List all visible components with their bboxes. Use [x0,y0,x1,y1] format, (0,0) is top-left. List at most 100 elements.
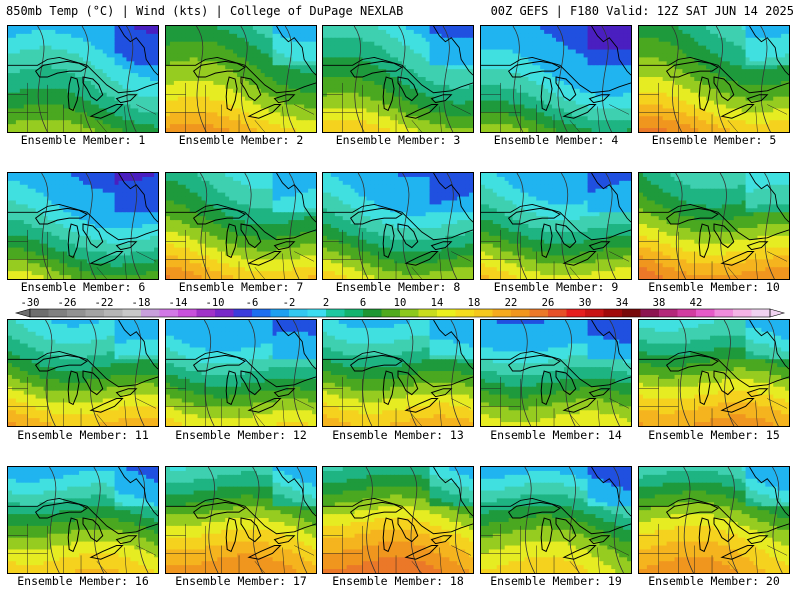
colorbar-swatch [233,309,253,317]
colorbar-swatch [400,309,419,317]
temperature-field [8,173,158,279]
temperature-field [8,467,158,573]
ensemble-member-map [322,319,474,427]
ensemble-member-label: Ensemble Member: 8 [319,280,477,294]
colorbar-tick-label: -2 [283,297,296,309]
colorbar-swatch [677,309,697,317]
ensemble-member-label: Ensemble Member: 19 [477,574,635,588]
temperature-field [639,26,789,132]
ensemble-member-map [638,172,790,280]
ensemble-member-label: Ensemble Member: 1 [4,133,162,147]
ensemble-member-label: Ensemble Member: 11 [4,428,162,442]
ensemble-member-map [165,466,317,574]
colorbar-swatch [252,309,271,317]
colorbar-swatch [492,309,512,317]
ensemble-member-map [7,172,159,280]
colorbar-swatch [48,309,68,317]
colorbar-tick-label: -26 [58,297,77,309]
colorbar-swatch [344,309,364,317]
colorbar-swatch [67,309,86,317]
colorbar-tick-label: -14 [169,297,188,309]
colorbar-swatch [104,309,123,317]
colorbar-swatch [622,309,641,317]
colorbar-swatch [566,309,586,317]
temperature-field [166,173,316,279]
temperature-field [166,320,316,426]
colorbar-swatch [529,309,549,317]
colorbar-swatch [381,309,401,317]
colorbar-swatch [714,309,734,317]
ensemble-member-map [165,172,317,280]
ensemble-member-map [480,172,632,280]
colorbar-swatch [585,309,604,317]
colorbar-swatch [603,309,623,317]
colorbar-tick-label: 10 [394,297,407,309]
colorbar-tick-label: 6 [360,297,366,309]
ensemble-member-label: Ensemble Member: 18 [319,574,477,588]
colorbar-swatch [307,309,327,317]
ensemble-member-label: Ensemble Member: 5 [635,133,793,147]
colorbar-tick-label: 42 [690,297,703,309]
ensemble-member-label: Ensemble Member: 10 [635,280,793,294]
colorbar-max-arrow [769,308,786,318]
ensemble-member-label: Ensemble Member: 12 [162,428,320,442]
temperature-field [481,320,631,426]
colorbar-swatch [85,309,105,317]
temperature-field [166,26,316,132]
colorbar-swatch [751,309,771,317]
colorbar-swatch [196,309,216,317]
colorbar-swatch [363,309,382,317]
colorbar-tick-label: -18 [132,297,151,309]
ensemble-member-label: Ensemble Member: 15 [635,428,793,442]
temperature-field [8,320,158,426]
colorbar-swatch [418,309,438,317]
ensemble-member-map [638,319,790,427]
temperature-colorbar: -30 -26 -22 -18 -14 -10 -6 -2 2 6 10 14 18 22 26 30 34 38… [14,297,786,318]
ensemble-member-label: Ensemble Member: 3 [319,133,477,147]
temperature-field [481,173,631,279]
temperature-field [8,26,158,132]
colorbar-swatch [437,309,456,317]
colorbar-swatch [548,309,567,317]
colorbar-tick-label: 26 [542,297,555,309]
colorbar-swatch [659,309,678,317]
colorbar-swatch [326,309,345,317]
colorbar-tick-label: 22 [505,297,518,309]
colorbar-swatch [696,309,715,317]
map-title: 850mb Temp (°C) | Wind (kts) | College o… [6,4,403,18]
temperature-field [639,320,789,426]
ensemble-member-label: Ensemble Member: 17 [162,574,320,588]
colorbar-swatch [640,309,660,317]
ensemble-member-map [7,319,159,427]
ensemble-member-map [7,25,159,133]
temperature-field [166,467,316,573]
temperature-field [323,320,473,426]
colorbar-min-arrow [14,308,31,318]
ensemble-member-map [322,172,474,280]
temperature-field [639,173,789,279]
colorbar-swatch [474,309,493,317]
colorbar-tick-label: -10 [206,297,225,309]
colorbar-tick-label: 38 [653,297,666,309]
colorbar-tick-label: 18 [468,297,481,309]
ensemble-member-map [480,25,632,133]
ensemble-member-map [480,319,632,427]
temperature-field [323,173,473,279]
colorbar-tick-label: -22 [95,297,114,309]
colorbar-swatch [511,309,530,317]
run-valid-time: 00Z GEFS | F180 Valid: 12Z SAT JUN 14 20… [491,4,794,18]
ensemble-member-map [638,25,790,133]
ensemble-member-map [322,25,474,133]
ensemble-member-map [638,466,790,574]
colorbar-tick-label: 14 [431,297,444,309]
ensemble-member-map [165,319,317,427]
ensemble-member-label: Ensemble Member: 16 [4,574,162,588]
colorbar-swatch [270,309,290,317]
ensemble-member-label: Ensemble Member: 14 [477,428,635,442]
colorbar-tick-label: 34 [616,297,629,309]
ensemble-member-label: Ensemble Member: 6 [4,280,162,294]
temperature-field [639,467,789,573]
colorbar-swatch [30,309,49,317]
colorbar-swatch [141,309,160,317]
colorbar-tick-label: -30 [21,297,40,309]
